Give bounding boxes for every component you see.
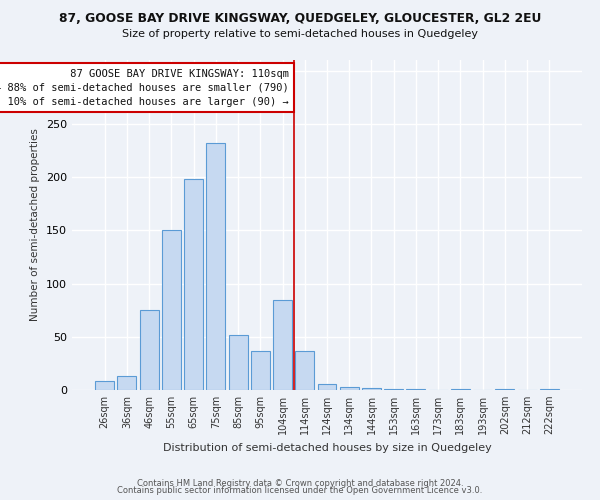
Bar [118, 376, 136, 390]
Text: 87 GOOSE BAY DRIVE KINGSWAY: 110sqm
← 88% of semi-detached houses are smaller (7: 87 GOOSE BAY DRIVE KINGSWAY: 110sqm ← 88… [0, 68, 289, 106]
Text: Contains public sector information licensed under the Open Government Licence v3: Contains public sector information licen… [118, 486, 482, 495]
Bar [362, 388, 381, 390]
X-axis label: Distribution of semi-detached houses by size in Quedgeley: Distribution of semi-detached houses by … [163, 442, 491, 452]
Bar [229, 334, 248, 390]
Bar [184, 179, 203, 390]
Bar [140, 310, 158, 390]
Bar [95, 382, 114, 390]
Bar [451, 389, 470, 390]
Bar [251, 350, 270, 390]
Bar [406, 389, 425, 390]
Bar [206, 143, 225, 390]
Bar [273, 300, 292, 390]
Text: 87, GOOSE BAY DRIVE KINGSWAY, QUEDGELEY, GLOUCESTER, GL2 2EU: 87, GOOSE BAY DRIVE KINGSWAY, QUEDGELEY,… [59, 12, 541, 26]
Text: Size of property relative to semi-detached houses in Quedgeley: Size of property relative to semi-detach… [122, 29, 478, 39]
Bar [496, 389, 514, 390]
Bar [340, 387, 359, 390]
Bar [384, 389, 403, 390]
Bar [317, 384, 337, 390]
Bar [162, 230, 181, 390]
Bar [295, 350, 314, 390]
Bar [540, 389, 559, 390]
Y-axis label: Number of semi-detached properties: Number of semi-detached properties [31, 128, 40, 322]
Text: Contains HM Land Registry data © Crown copyright and database right 2024.: Contains HM Land Registry data © Crown c… [137, 478, 463, 488]
